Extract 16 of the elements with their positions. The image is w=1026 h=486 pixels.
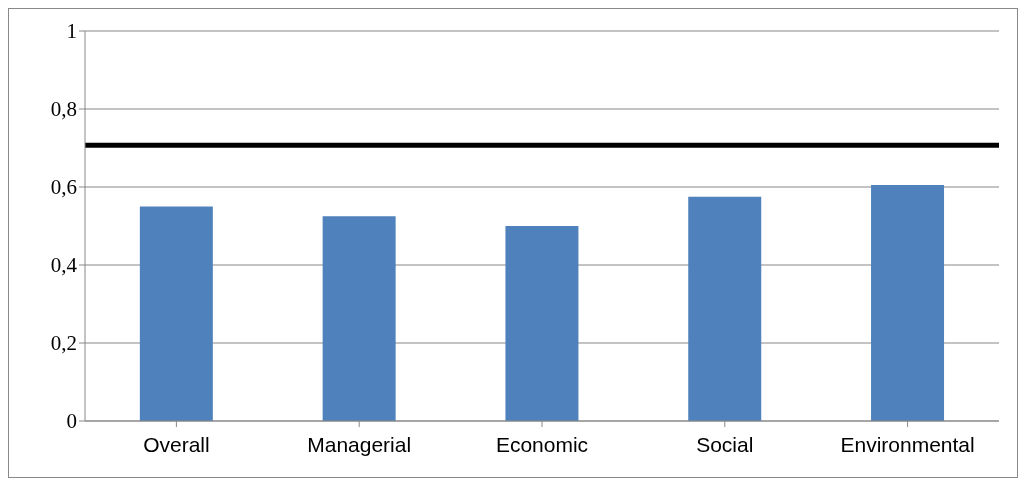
bar (505, 226, 579, 421)
x-tick-label: Social (696, 432, 754, 456)
bar (322, 216, 396, 421)
bar (688, 196, 762, 421)
x-tick-label: Environmental (840, 432, 975, 456)
y-tick-label: 1 (66, 19, 77, 44)
y-tick-label: 0,2 (50, 331, 77, 356)
y-tick-label: 0 (66, 409, 77, 434)
y-tick-label: 0,4 (50, 253, 78, 278)
x-tick-label: Economic (495, 432, 589, 456)
x-tick-label: Managerial (307, 432, 412, 456)
y-tick-label: 0,6 (50, 175, 77, 200)
bar (139, 206, 213, 421)
bar (871, 185, 945, 421)
x-tick-label: Overall (143, 432, 210, 456)
y-tick-label: 0,8 (50, 97, 77, 122)
